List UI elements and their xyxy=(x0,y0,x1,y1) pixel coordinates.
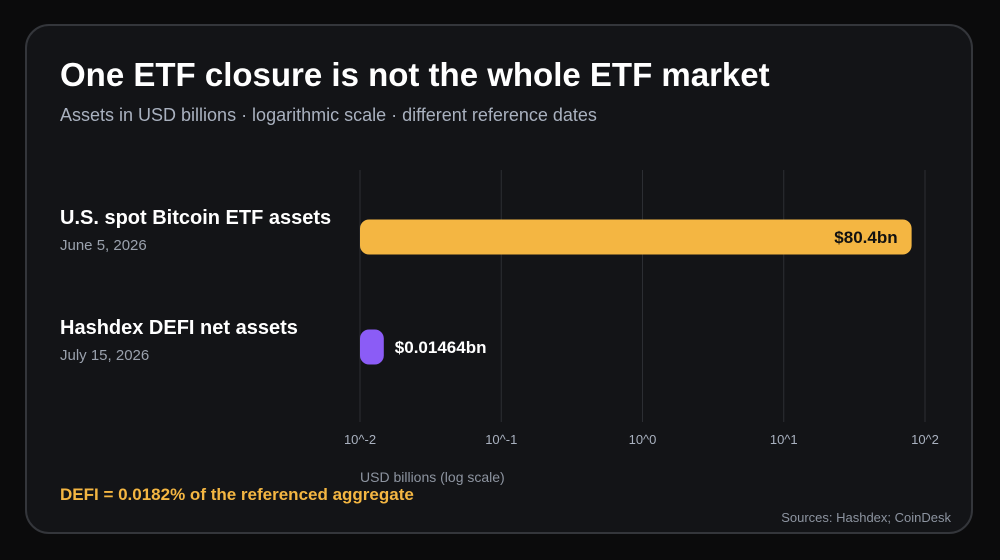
x-tick-label: 10^-1 xyxy=(485,432,517,447)
x-tick-label: 10^-2 xyxy=(344,432,376,447)
x-tick-label: 10^2 xyxy=(911,432,939,447)
bar-hashdex-defi xyxy=(360,329,384,365)
chart-title: One ETF closure is not the whole ETF mar… xyxy=(60,56,770,93)
value-label: $0.01464bn xyxy=(395,338,487,357)
value-label: $80.4bn xyxy=(834,228,897,247)
chart-card xyxy=(25,24,973,534)
bar-bitcoin-etf xyxy=(360,219,912,255)
category-date-bitcoin-etf: June 5, 2026 xyxy=(60,237,147,254)
x-tick-label: 10^1 xyxy=(770,432,798,447)
category-label-hashdex-defi: Hashdex DEFI net assets xyxy=(60,317,298,339)
defi-share-note: DEFI = 0.0182% of the referenced aggrega… xyxy=(60,485,414,504)
x-axis-title: USD billions (log scale) xyxy=(360,469,505,485)
chart-subtitle: Assets in USD billions · logarithmic sca… xyxy=(60,105,597,125)
category-label-bitcoin-etf: U.S. spot Bitcoin ETF assets xyxy=(60,207,332,229)
x-tick-label: 10^0 xyxy=(629,432,657,447)
category-date-hashdex-defi: July 15, 2026 xyxy=(60,347,150,364)
source-credit: Sources: Hashdex; CoinDesk xyxy=(781,510,951,525)
